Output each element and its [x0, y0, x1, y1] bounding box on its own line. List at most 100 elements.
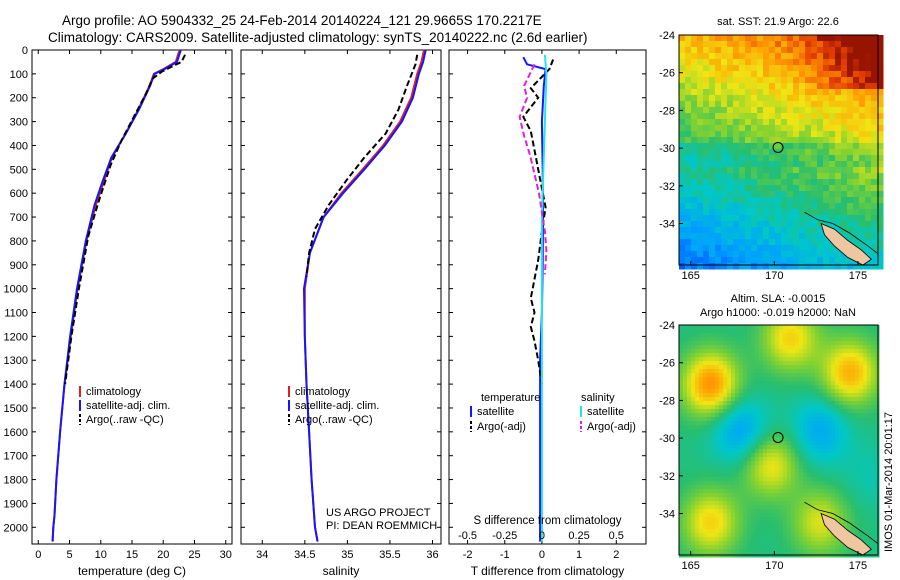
map-cell — [759, 405, 764, 410]
map-cell — [877, 227, 884, 234]
map-cell — [775, 113, 782, 120]
map-cell — [783, 373, 788, 378]
map-cell — [875, 545, 880, 550]
map-cell — [795, 421, 800, 426]
map-cell — [685, 209, 692, 216]
map-cell — [867, 461, 872, 466]
map-cell — [763, 107, 770, 114]
map-cell — [697, 71, 704, 78]
map-cell — [831, 389, 836, 394]
depth-tick-label: 200 — [10, 93, 28, 105]
map-cell — [803, 409, 808, 414]
map-cell — [819, 489, 824, 494]
map-cell — [721, 137, 728, 144]
map-cell — [819, 545, 824, 550]
map-cell — [843, 393, 848, 398]
map-cell — [731, 373, 736, 378]
x-tick-label: 30 — [220, 549, 232, 561]
map-cell — [779, 381, 784, 386]
map-cell — [727, 529, 732, 534]
map-cell — [759, 365, 764, 370]
map-cell — [707, 337, 712, 342]
map-cell — [807, 389, 812, 394]
map-cell — [771, 393, 776, 398]
map-cell — [763, 449, 768, 454]
map-cell — [731, 409, 736, 414]
map-cell — [751, 417, 756, 422]
map-cell — [691, 59, 698, 66]
map-cell — [709, 167, 716, 174]
map-cell — [811, 437, 816, 442]
map-cell — [721, 251, 728, 258]
map-cell — [679, 521, 684, 526]
map-cell — [769, 245, 776, 252]
map-cell — [775, 505, 780, 510]
map-cell — [787, 227, 794, 234]
map-cell — [815, 405, 820, 410]
map-cell — [775, 191, 782, 198]
map-cell — [827, 453, 832, 458]
map-cell — [803, 501, 808, 506]
map-cell — [763, 125, 770, 132]
map-cell — [783, 421, 788, 426]
map-cell — [767, 393, 772, 398]
map-cell — [835, 101, 842, 108]
map-cell — [751, 433, 756, 438]
map-cell — [755, 365, 760, 370]
map-cell — [687, 325, 692, 330]
map-cell — [685, 41, 692, 48]
map-cell — [757, 209, 764, 216]
map-cell — [823, 59, 830, 66]
map-cell — [721, 125, 728, 132]
map-cell — [687, 393, 692, 398]
map-cell — [733, 191, 740, 198]
map-cell — [843, 517, 848, 522]
map-cell — [745, 227, 752, 234]
map-cell — [747, 353, 752, 358]
map-cell — [733, 215, 740, 222]
map-field — [679, 35, 884, 270]
map-cell — [779, 429, 784, 434]
map-cell — [687, 493, 692, 498]
map-cell — [839, 369, 844, 374]
map-cell — [757, 65, 764, 72]
map-cell — [723, 521, 728, 526]
sla-map-title-1: Altim. SLA: -0.0015 — [731, 293, 826, 305]
map-cell — [775, 373, 780, 378]
map-cell — [685, 149, 692, 156]
map-cell — [775, 365, 780, 370]
map-cell — [755, 373, 760, 378]
map-cell — [759, 361, 764, 366]
map-cell — [805, 77, 812, 84]
map-cell — [707, 549, 712, 554]
map-cell — [703, 149, 710, 156]
map-cell — [763, 405, 768, 410]
map-cell — [683, 421, 688, 426]
map-cell — [793, 245, 800, 252]
map-cell — [763, 397, 768, 402]
map-cell — [769, 191, 776, 198]
map-cell — [829, 185, 836, 192]
map-cell — [787, 489, 792, 494]
map-cell — [787, 513, 792, 518]
map-cell — [799, 349, 804, 354]
map-cell — [779, 529, 784, 534]
map-cell — [775, 345, 780, 350]
map-cell — [721, 113, 728, 120]
map-cell — [859, 209, 866, 216]
map-cell — [819, 345, 824, 350]
map-cell — [763, 489, 768, 494]
map-cell — [795, 481, 800, 486]
map-cell — [691, 497, 696, 502]
lat-tick-label: -30 — [659, 143, 675, 155]
map-cell — [715, 521, 720, 526]
map-cell — [871, 537, 876, 542]
map-cell — [827, 477, 832, 482]
map-cell — [865, 155, 872, 162]
map-cell — [779, 349, 784, 354]
map-cell — [799, 401, 804, 406]
map-cell — [783, 545, 788, 550]
map-cell — [855, 497, 860, 502]
map-cell — [853, 185, 860, 192]
map-cell — [823, 345, 828, 350]
